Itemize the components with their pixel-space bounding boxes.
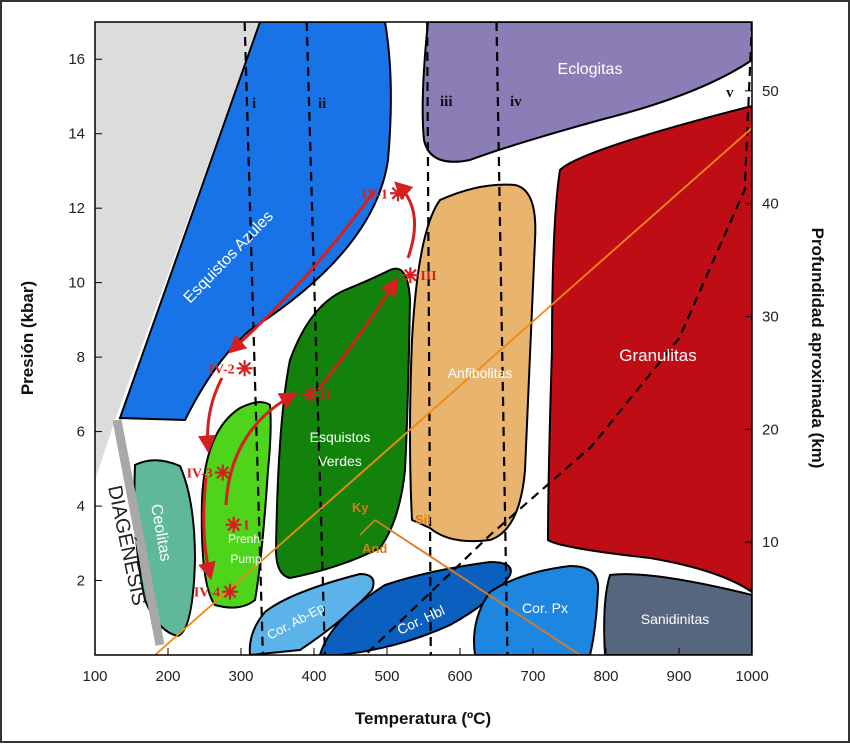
dashed-line-i [243, 22, 264, 655]
arrow-iv2-iv3 [198, 377, 224, 454]
pt-star-iv-4 [222, 583, 239, 600]
label-esquistos-verdes-2: Verdes [318, 453, 362, 469]
y2-tick-label: 30 [762, 308, 779, 325]
zone-label-ii: ii [318, 96, 326, 112]
unreachable-region [95, 22, 260, 480]
y-tick-label: 10 [68, 275, 85, 292]
dashed-line-v [364, 22, 752, 655]
x-tick-label: 900 [666, 668, 691, 685]
x-tick-label: 300 [228, 668, 253, 685]
zone-label-iv: iv [510, 94, 522, 110]
x-tick-label: 800 [593, 668, 618, 685]
x-tick-label: 200 [155, 668, 180, 685]
facies-eclogitas [421, 22, 752, 163]
dashed-line-iii [426, 22, 432, 655]
orange-line-ky [359, 519, 376, 536]
pt-label-iv-4: IV-4 [194, 586, 220, 601]
plot-frame [94, 21, 753, 656]
x-tick-label: 500 [374, 668, 399, 685]
y2-tick-label: 40 [762, 196, 779, 213]
zone-label-iii: iii [440, 94, 453, 110]
y-axis-ticks: 2 4 6 8 10 12 14 16 [68, 51, 102, 590]
facies-esquistos-azules [118, 22, 392, 422]
label-granulitas: Granulitas [619, 346, 696, 365]
label-sanidinitas: Sanidinitas [641, 611, 710, 627]
arrow-ii-iii [316, 277, 398, 391]
orange-line-and-sil [374, 519, 581, 655]
pt-star-iv-2 [236, 360, 253, 377]
x-tick-label: 400 [301, 668, 326, 685]
y-tick-label: 4 [77, 498, 85, 515]
pt-label-ii: II [320, 388, 331, 403]
x-axis-ticks: 100 200 300 400 500 600 700 800 900 1000 [82, 648, 769, 685]
pt-label-iv-3: IV-3 [187, 467, 213, 482]
label-anfibolitas: Anfibolitas [448, 365, 513, 381]
x-tick-label: 1000 [735, 668, 768, 685]
y2-tick-label: 50 [762, 83, 779, 100]
y2-tick-label: 20 [762, 421, 779, 438]
mineral-and: And [362, 541, 387, 556]
orange-line-geotherm [154, 127, 752, 655]
dashed-line-ii [305, 22, 327, 655]
y-tick-label: 14 [68, 126, 85, 143]
orange-lines-group [154, 127, 752, 655]
pt-label-iii: III [420, 269, 436, 284]
pt-star-iv-1 [389, 185, 406, 202]
pt-label-iv-1: IV-1 [362, 187, 388, 202]
arrow-i-ii [224, 392, 298, 506]
arrow-iii-iv1 [394, 181, 417, 259]
arrow-iv3-iv4 [198, 477, 216, 581]
y2-tick-label: 10 [762, 534, 779, 551]
zone-label-v: v [726, 85, 734, 101]
facies-anfibolitas [409, 183, 537, 543]
pt-star-i [225, 516, 242, 533]
label-prenh: Prenh- [228, 532, 264, 546]
y-axis-title: Presión (kbar) [18, 281, 37, 395]
facies-granulitas [546, 104, 752, 594]
y-tick-label: 2 [77, 573, 85, 590]
y2-axis-ticks: 10 20 30 40 50 [745, 83, 779, 551]
zone-label-i: i [252, 96, 256, 112]
facies-cor-px [473, 564, 600, 655]
dashed-lines-group [243, 22, 752, 655]
x-tick-label: 700 [520, 668, 545, 685]
label-esquistos-verdes-1: Esquistos [310, 429, 371, 445]
facies-cor-hbl [318, 560, 512, 655]
pt-path-arrows [198, 181, 417, 581]
x-axis-title: Temperatura (ºC) [355, 709, 491, 728]
label-eclogitas: Eclogitas [558, 61, 623, 78]
facies-esquistos-verdes [274, 267, 412, 580]
y-tick-label: 8 [77, 349, 85, 366]
y-tick-label: 6 [77, 424, 85, 441]
label-cor-px: Cor. Px [522, 600, 568, 616]
label-pump: Pump [230, 552, 262, 566]
diagenesis-bar [112, 419, 165, 646]
dashed-line-iv [495, 22, 509, 655]
pt-label-i: I [244, 519, 249, 534]
y-tick-label: 12 [68, 200, 85, 217]
pt-star-ii [302, 386, 319, 403]
arrow-iv1-iv2 [227, 189, 377, 354]
x-tick-label: 600 [447, 668, 472, 685]
x-tick-label: 100 [82, 668, 107, 685]
facies-cor-ab-ep [248, 572, 375, 655]
pt-star-iii [402, 267, 419, 284]
y2-axis-title: Profundidad aproximada (km) [808, 228, 827, 469]
pt-label-iv-2: IV-2 [208, 362, 234, 377]
mineral-ky: Ky [352, 500, 369, 515]
y-tick-label: 16 [68, 51, 85, 68]
mineral-sil: Sil [415, 512, 431, 527]
pt-star-iv-3 [214, 464, 231, 481]
